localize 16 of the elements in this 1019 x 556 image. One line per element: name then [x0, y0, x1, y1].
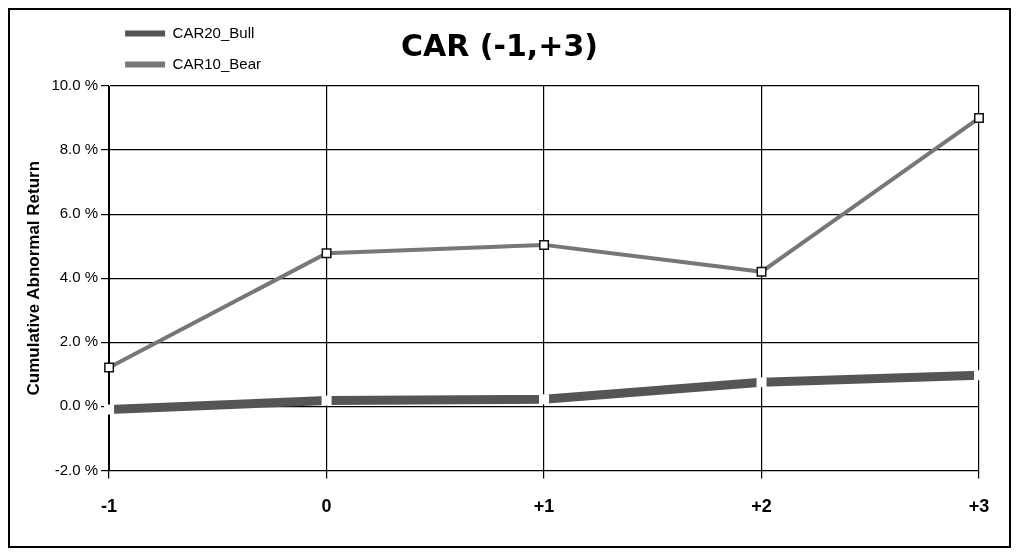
y-axis-title: Cumulative Abnormal Return — [23, 160, 43, 396]
y-tick-label: 6.0 % — [59, 204, 99, 222]
legend-label: CAR10_Bear — [172, 54, 261, 72]
x-tick-label: -1 — [101, 496, 118, 517]
y-tick-label: 8.0 % — [59, 140, 99, 158]
x-tick-label: +2 — [751, 496, 772, 517]
chart-title: CAR (-1,+3) — [401, 27, 598, 63]
x-tick-label: 0 — [321, 496, 332, 517]
y-tick-label: 10.0 % — [51, 76, 99, 94]
y-tick-label: -2.0 % — [54, 460, 99, 478]
x-tick-label: +1 — [533, 496, 555, 517]
y-tick-label: 2.0 % — [59, 332, 99, 350]
y-tick-label: 0.0 % — [59, 396, 99, 414]
y-tick-label: 4.0 % — [59, 268, 99, 286]
legend-label: CAR20_Bull — [172, 23, 255, 41]
x-tick-label: +3 — [968, 496, 990, 517]
